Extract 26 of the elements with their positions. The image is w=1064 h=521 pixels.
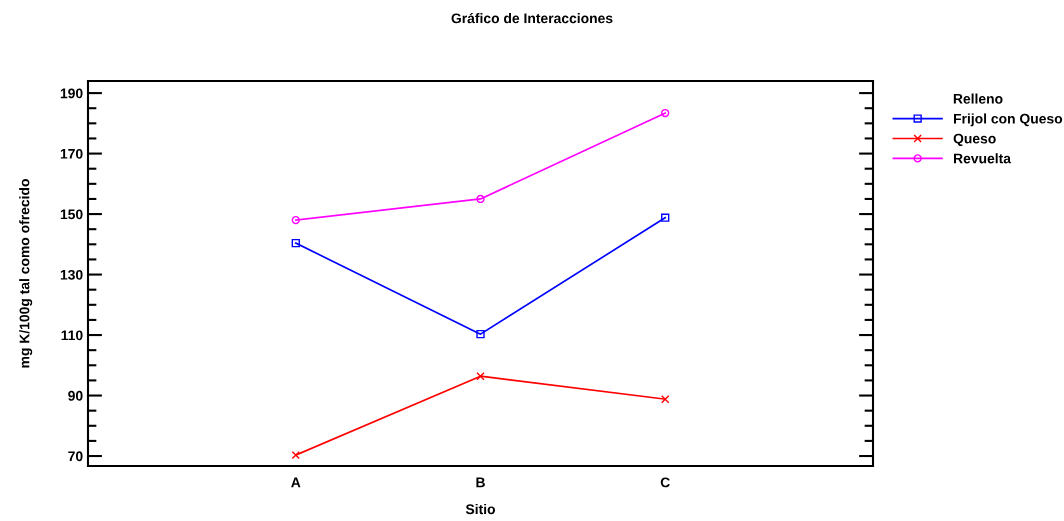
point	[291, 215, 300, 225]
y-tick-label: 170	[60, 148, 83, 159]
point	[661, 213, 670, 222]
chart-title: Gráfico de Interacciones	[451, 12, 613, 24]
x-axis-title: Sitio	[465, 503, 495, 515]
point	[291, 238, 300, 248]
y-tick-label: 130	[60, 269, 83, 280]
y-tick-label: 90	[68, 390, 83, 401]
point	[661, 394, 670, 404]
point	[476, 194, 485, 204]
point	[661, 108, 670, 118]
y-axis-title: mg K/100g tal como ofrecido	[19, 179, 33, 368]
x-tick-label: A	[291, 477, 301, 488]
legend-label: Queso	[953, 133, 996, 147]
point	[476, 372, 485, 381]
y-tick-label: 110	[61, 330, 83, 341]
x-tick-label: B	[476, 477, 485, 488]
point	[291, 450, 300, 460]
legend-label: Frijol con Queso	[954, 113, 1063, 127]
y-tick-label: 190	[60, 88, 83, 99]
point	[476, 329, 485, 339]
x-tick-label: C	[660, 477, 670, 488]
legend-label: Revuelta	[954, 153, 1012, 164]
legend-title: Relleno	[953, 93, 1003, 104]
y-tick-label: 70	[68, 451, 83, 462]
y-tick-label: 150	[60, 209, 83, 220]
